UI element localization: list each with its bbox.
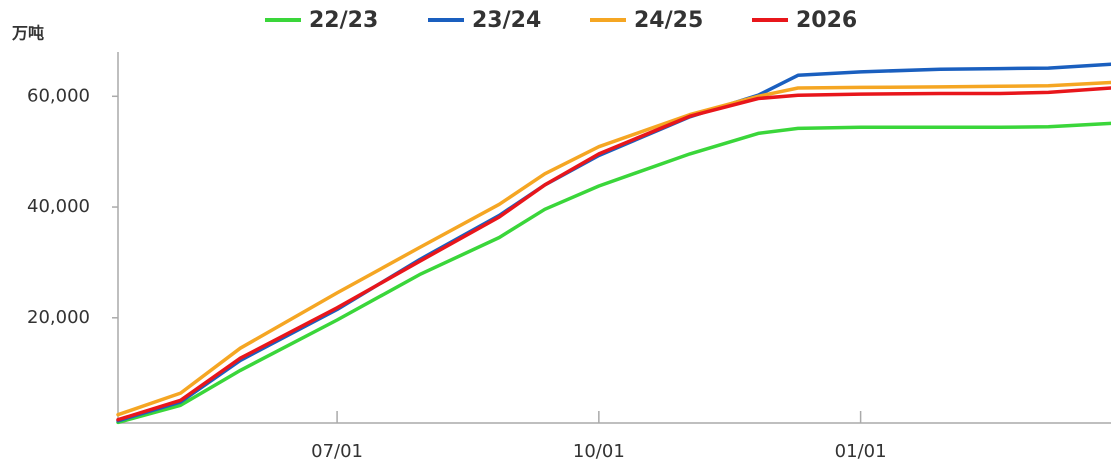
- legend-label: 24/25: [634, 8, 703, 33]
- y-tick-label: 60,000: [27, 85, 90, 106]
- x-tick-label: 10/01: [573, 441, 625, 462]
- y-tick-label: 20,000: [27, 307, 90, 328]
- legend-label: 22/23: [309, 8, 378, 33]
- y-tick-label: 40,000: [27, 196, 90, 217]
- x-tick-label: 07/01: [311, 441, 363, 462]
- series-line: [116, 80, 1111, 417]
- x-tick-label: 01/01: [835, 441, 887, 462]
- legend-label: 2026: [796, 8, 857, 33]
- legend-label: 23/24: [472, 8, 541, 33]
- series-line: [116, 121, 1111, 425]
- series-line: [116, 62, 1111, 423]
- y-axis-label: 万吨: [11, 24, 44, 43]
- series-line: [116, 86, 1111, 422]
